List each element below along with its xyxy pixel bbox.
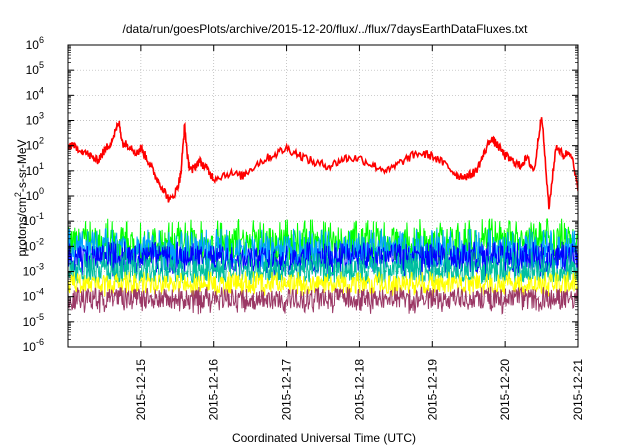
flux-series-red — [68, 117, 578, 210]
y-axis-title: protons/cm2-s-sr-MeV — [13, 139, 29, 256]
y-tick-label: 106 — [26, 35, 44, 52]
y-tick-label: 101 — [26, 161, 44, 178]
x-tick-label: 2015-12-19 — [425, 359, 439, 421]
y-tick-label: 102 — [26, 136, 44, 153]
y-tick-label: 10-1 — [23, 211, 44, 228]
y-tick-label: 103 — [26, 111, 44, 128]
x-tick-label: 2015-12-20 — [498, 359, 512, 421]
y-tick-label: 104 — [26, 85, 44, 102]
y-axis-title-sup: 2 — [13, 192, 23, 197]
y-axis-title-suffix: -s-sr-MeV — [15, 139, 29, 192]
y-axis-title-prefix: protons/cm — [15, 197, 29, 256]
flux-series-6 — [68, 286, 578, 315]
y-tick-label: 105 — [26, 60, 44, 77]
x-tick-label: 2015-12-15 — [134, 359, 148, 421]
y-tick-label: 10-5 — [23, 312, 44, 329]
x-tick-label: 2015-12-17 — [280, 359, 294, 421]
x-tick-labels: 2015-12-15 2015-12-16 2015-12-17 2015-12-18… — [134, 359, 585, 421]
chart-title: /data/run/goesPlots/archive/2015-12-20/f… — [123, 22, 529, 36]
y-tick-label: 10-3 — [23, 262, 44, 279]
x-tick-label: 2015-12-18 — [352, 359, 366, 421]
x-axis-title: Coordinated Universal Time (UTC) — [232, 431, 416, 445]
x-tick-label: 2015-12-16 — [207, 359, 221, 421]
y-tick-label: 100 — [26, 186, 44, 203]
flux-series-5 — [68, 271, 578, 297]
x-tick-label: 2015-12-21 — [571, 359, 585, 421]
y-tick-label: 10-2 — [23, 236, 44, 253]
y-tick-label: 10-6 — [23, 337, 44, 354]
series-layer — [68, 117, 578, 315]
tick-marks — [68, 44, 579, 348]
y-tick-label: 10-4 — [23, 287, 44, 304]
flux-series-4 — [68, 251, 578, 285]
y-tick-labels: 106 105 104 103 102 101 100 10-1 10-2 10-3 10-4 10-… — [23, 35, 44, 354]
